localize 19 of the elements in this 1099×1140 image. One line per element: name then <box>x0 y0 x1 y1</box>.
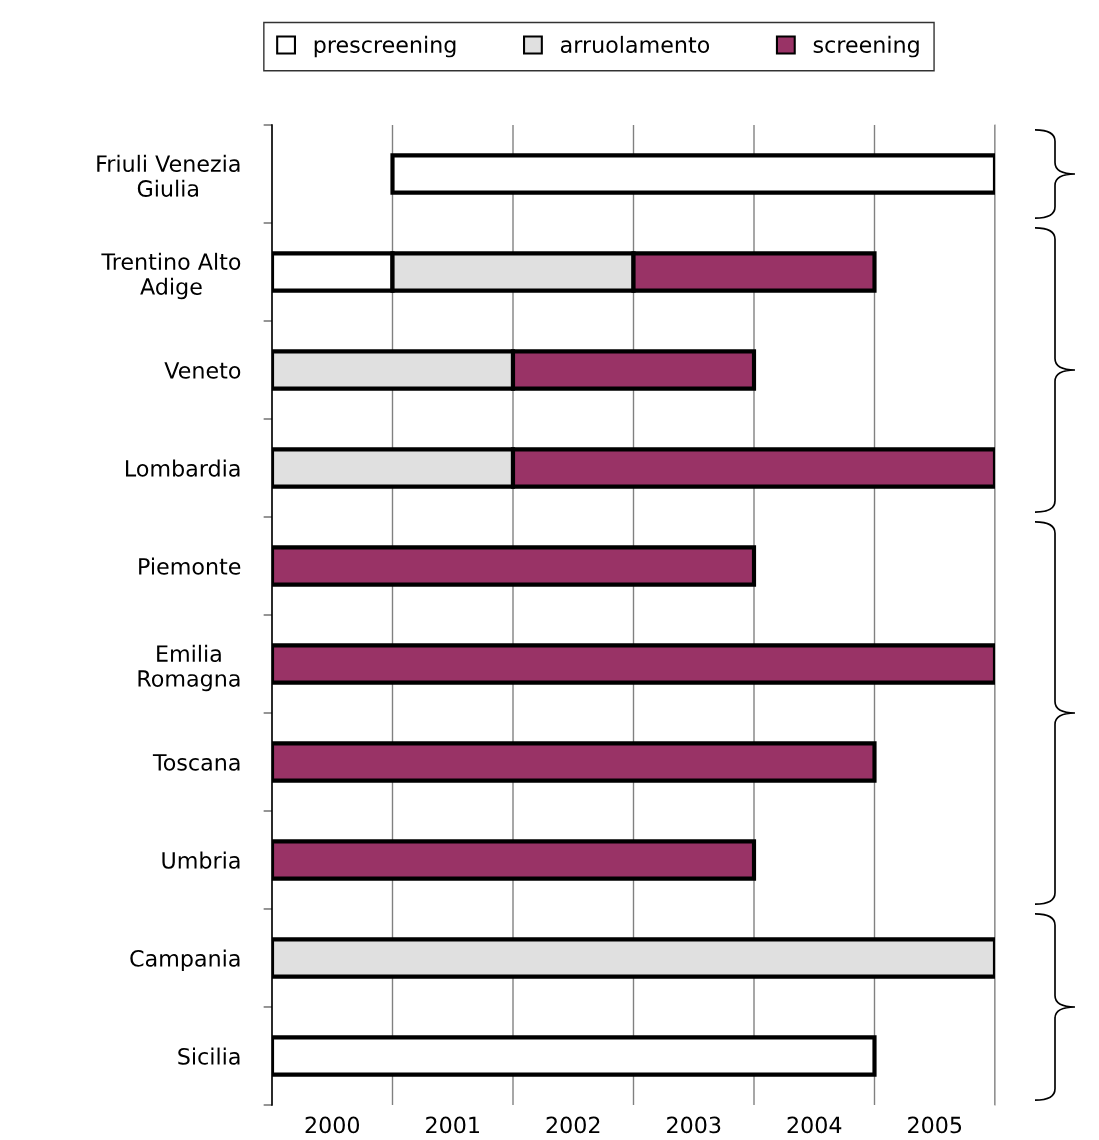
legend-label: screening <box>813 35 919 58</box>
x-tick-label: 2001 <box>426 1116 479 1134</box>
y-tick-label: Umbria <box>162 851 240 869</box>
x-tick-label: 2004 <box>787 1116 842 1134</box>
x-tick-label: 2002 <box>546 1116 600 1134</box>
x-tick-label: 2003 <box>667 1116 721 1134</box>
y-tick-label: Veneto <box>164 362 241 379</box>
x-tick-label: 2000 <box>305 1116 360 1134</box>
y-tick-label: Toscana <box>152 754 240 771</box>
legend-label: arruolamento <box>560 35 710 54</box>
y-tick-label: Emilia Romagna <box>138 644 240 692</box>
legend-label: prescreening <box>314 35 456 58</box>
x-tick-label: 2005 <box>908 1116 962 1134</box>
y-tick-label: Lombardia <box>126 459 240 477</box>
y-tick-label: Campania <box>130 949 240 972</box>
y-tick-label: Friuli Venezia Giulia <box>97 154 240 197</box>
y-tick-label: Piemonte <box>139 557 241 575</box>
y-tick-label: Sicilia <box>178 1047 240 1065</box>
y-tick-label: Trentino Alto Adige <box>101 252 241 300</box>
